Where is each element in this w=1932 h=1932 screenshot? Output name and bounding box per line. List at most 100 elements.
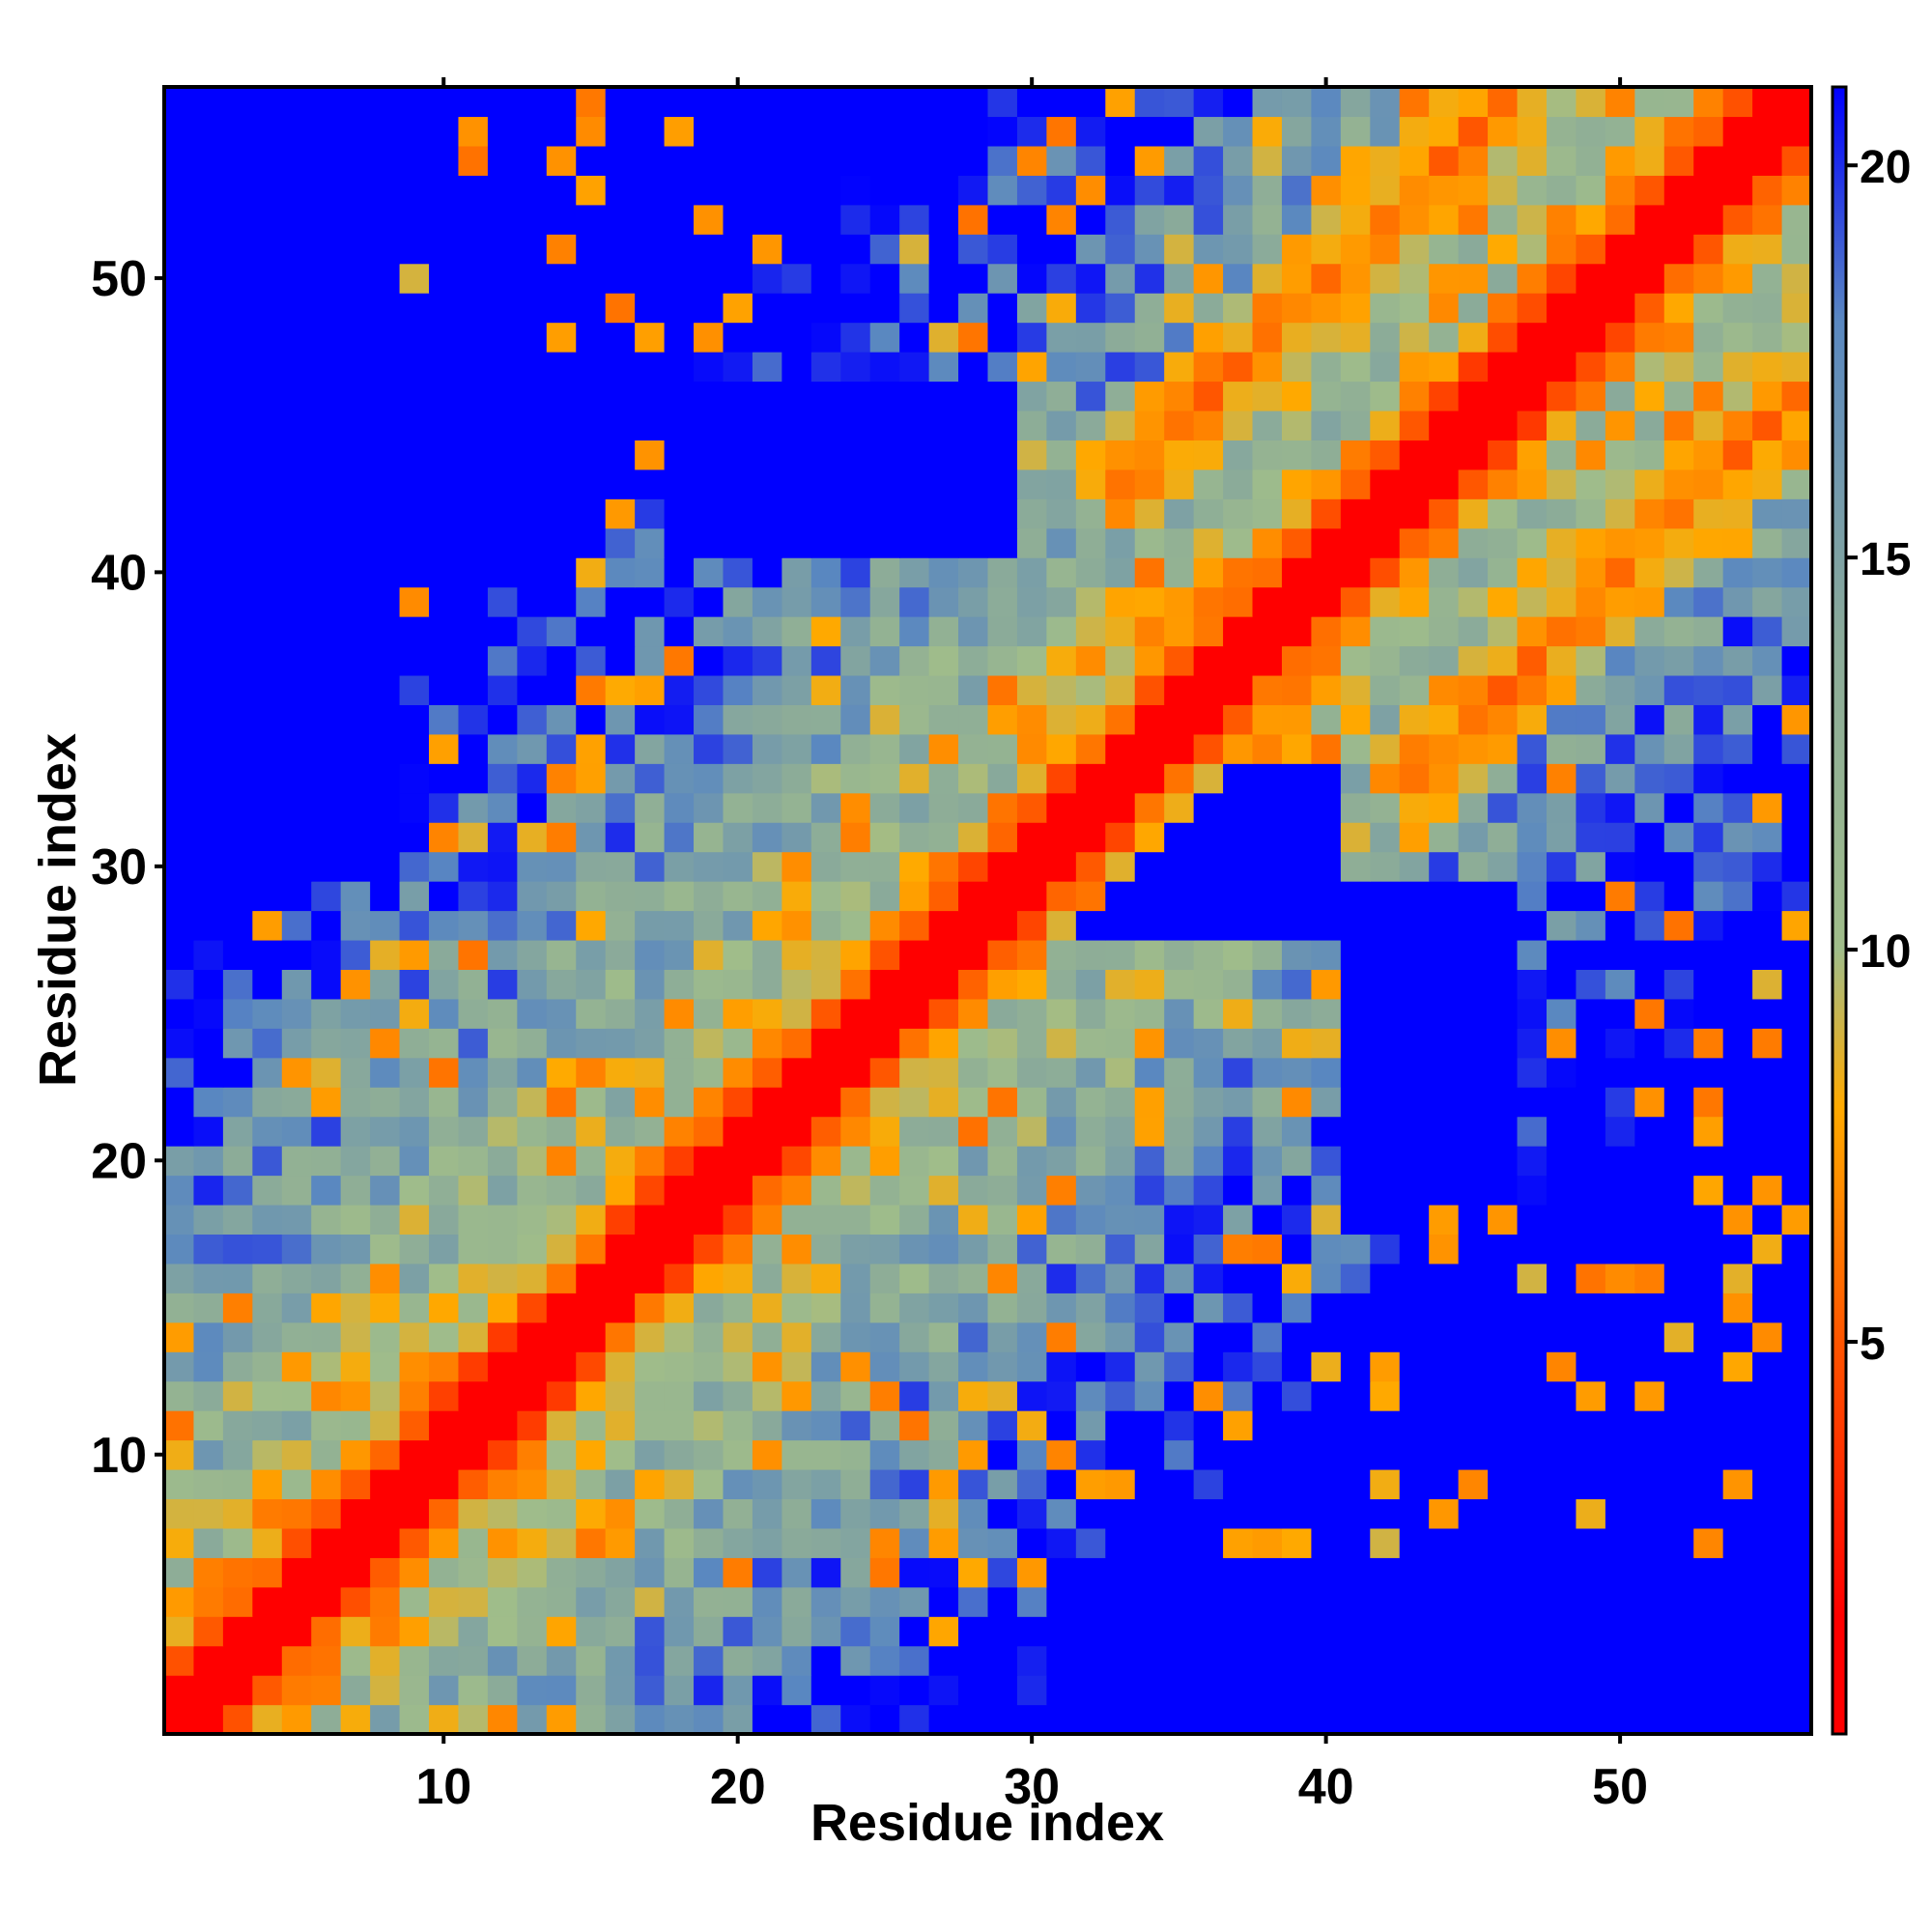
heatmap-cell bbox=[840, 1645, 871, 1676]
heatmap-cell bbox=[1105, 410, 1136, 440]
heatmap-cell bbox=[252, 1146, 283, 1177]
heatmap-cell bbox=[1488, 674, 1519, 705]
heatmap-cell bbox=[1134, 352, 1165, 383]
heatmap-cell bbox=[1576, 1468, 1606, 1500]
heatmap-cell bbox=[1134, 969, 1165, 1000]
heatmap-cell bbox=[958, 1087, 989, 1118]
heatmap-cell bbox=[1517, 910, 1548, 941]
heatmap-cell bbox=[1252, 1439, 1283, 1470]
heatmap-cell bbox=[1663, 851, 1694, 882]
heatmap-cell bbox=[517, 969, 548, 1000]
heatmap-cell bbox=[340, 1351, 371, 1382]
heatmap-cell bbox=[546, 1498, 577, 1529]
heatmap-cell bbox=[1752, 116, 1783, 147]
heatmap-cell bbox=[1634, 1175, 1665, 1206]
heatmap-cell bbox=[1634, 616, 1665, 647]
heatmap-cell bbox=[635, 234, 666, 265]
heatmap-cell bbox=[164, 410, 195, 440]
heatmap-cell bbox=[899, 1028, 930, 1059]
heatmap-cell bbox=[1311, 381, 1342, 412]
heatmap-cell bbox=[1340, 381, 1371, 412]
heatmap-cell bbox=[1576, 410, 1606, 440]
heatmap-cell bbox=[1634, 1527, 1665, 1558]
heatmap-cell bbox=[1722, 1704, 1753, 1735]
heatmap-cell bbox=[1722, 322, 1753, 353]
heatmap-cell bbox=[429, 674, 460, 705]
heatmap-cell bbox=[869, 204, 900, 235]
heatmap-cell bbox=[1370, 1351, 1401, 1382]
heatmap-cell bbox=[1605, 1116, 1635, 1147]
heatmap-cell bbox=[723, 204, 753, 235]
heatmap-cell bbox=[752, 1380, 782, 1411]
heatmap-cell bbox=[1429, 557, 1460, 588]
heatmap-cell bbox=[664, 998, 695, 1029]
heatmap-cell bbox=[1340, 1498, 1371, 1529]
heatmap-cell bbox=[1546, 87, 1577, 118]
heatmap-cell bbox=[164, 1293, 195, 1323]
heatmap-cell bbox=[193, 440, 224, 470]
heatmap-cell bbox=[694, 352, 724, 383]
heatmap-cell bbox=[1634, 1057, 1665, 1088]
heatmap-cell bbox=[840, 381, 871, 412]
heatmap-cell bbox=[340, 998, 371, 1029]
heatmap-cell bbox=[1252, 557, 1283, 588]
heatmap-cell bbox=[487, 1263, 518, 1293]
heatmap-cell bbox=[193, 1351, 224, 1382]
heatmap-cell bbox=[1576, 822, 1606, 853]
heatmap-cell bbox=[928, 1439, 959, 1470]
heatmap-cell bbox=[635, 674, 666, 705]
heatmap-cell bbox=[840, 1498, 871, 1529]
heatmap-cell bbox=[1193, 851, 1224, 882]
heatmap-cell bbox=[1016, 352, 1047, 383]
heatmap-cell bbox=[1399, 381, 1430, 412]
heatmap-cell bbox=[458, 792, 489, 823]
heatmap-cell bbox=[222, 998, 253, 1029]
heatmap-cell bbox=[252, 234, 283, 265]
heatmap-cell bbox=[752, 881, 782, 912]
heatmap-cell bbox=[1752, 204, 1783, 235]
heatmap-cell bbox=[222, 145, 253, 176]
heatmap-cell bbox=[1722, 969, 1753, 1000]
heatmap-cell bbox=[810, 352, 841, 383]
heatmap-cell bbox=[899, 1175, 930, 1206]
heatmap-cell bbox=[928, 1234, 959, 1264]
heatmap-cell bbox=[281, 1468, 312, 1500]
heatmap-cell bbox=[1458, 851, 1489, 882]
heatmap-cell bbox=[1105, 204, 1136, 235]
heatmap-cell bbox=[1458, 527, 1489, 558]
heatmap-cell bbox=[1458, 1087, 1489, 1118]
heatmap-cell bbox=[1576, 939, 1606, 970]
heatmap-cell bbox=[1458, 1586, 1489, 1617]
heatmap-cell bbox=[1311, 1116, 1342, 1147]
heatmap-cell bbox=[1576, 763, 1606, 794]
heatmap-cell bbox=[664, 733, 695, 764]
heatmap-cell bbox=[1634, 1234, 1665, 1264]
heatmap-cell bbox=[281, 763, 312, 794]
heatmap-cell bbox=[1429, 586, 1460, 617]
heatmap-cell bbox=[1164, 469, 1195, 499]
heatmap-cell bbox=[311, 1057, 342, 1088]
heatmap-cell bbox=[1634, 293, 1665, 324]
heatmap-cell bbox=[1193, 1498, 1224, 1529]
heatmap-cell bbox=[723, 586, 753, 617]
heatmap-cell bbox=[723, 1263, 753, 1293]
heatmap-cell bbox=[1223, 87, 1254, 118]
heatmap-cell bbox=[458, 822, 489, 853]
heatmap-cell bbox=[1429, 116, 1460, 147]
heatmap-cell bbox=[1164, 234, 1195, 265]
heatmap-cell bbox=[1576, 145, 1606, 176]
heatmap-cell bbox=[1281, 1321, 1313, 1352]
heatmap-cell bbox=[487, 527, 518, 558]
heatmap-cell bbox=[1105, 352, 1136, 383]
heatmap-cell bbox=[487, 1410, 518, 1441]
heatmap-cell bbox=[1634, 822, 1665, 853]
heatmap-cell bbox=[869, 1204, 900, 1236]
heatmap-cell bbox=[810, 1645, 841, 1676]
heatmap-cell bbox=[1488, 1675, 1519, 1706]
heatmap-cell bbox=[370, 1527, 401, 1558]
heatmap-cell bbox=[1693, 1204, 1724, 1236]
heatmap-cell bbox=[1693, 352, 1724, 383]
heatmap-cell bbox=[340, 645, 371, 676]
heatmap-cell bbox=[458, 1586, 489, 1617]
heatmap-cell bbox=[635, 733, 666, 764]
